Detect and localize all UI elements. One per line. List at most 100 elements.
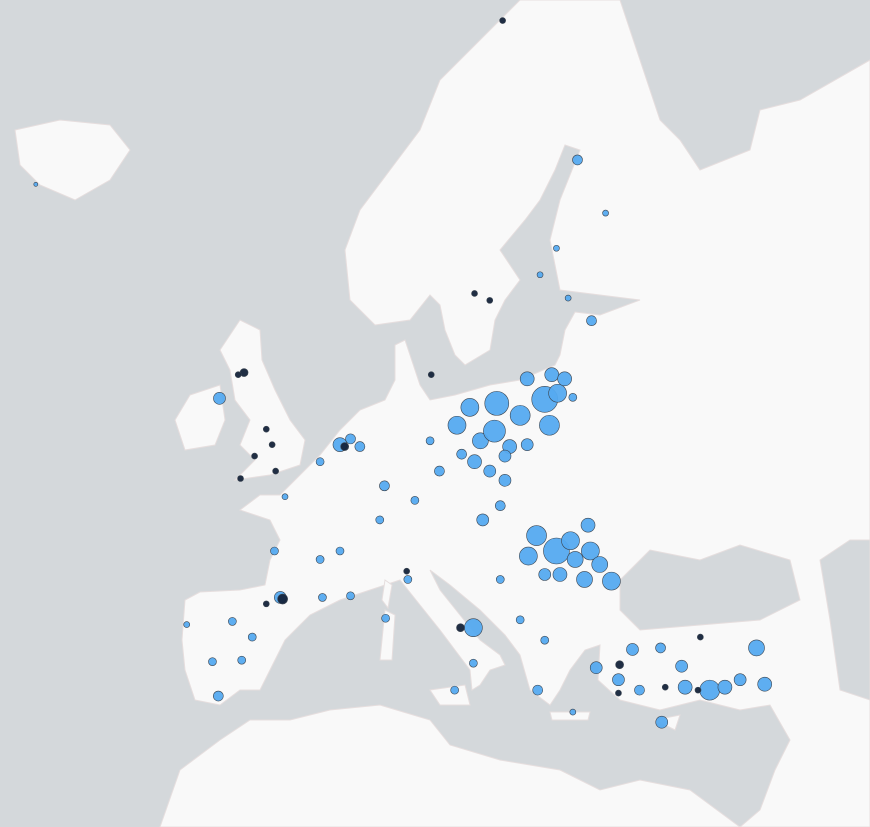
bubble (315, 555, 325, 564)
bubble (612, 673, 625, 687)
bubble (234, 371, 242, 378)
bubble (281, 493, 289, 501)
bubble (427, 371, 435, 378)
bubble (460, 398, 480, 417)
bubble (262, 425, 270, 433)
bubble (602, 571, 621, 591)
bubble (548, 383, 567, 403)
corsica (381, 579, 393, 610)
crete (549, 711, 591, 721)
bubble (581, 541, 600, 561)
bubble (586, 315, 597, 327)
bubble (340, 442, 349, 451)
bubble (675, 659, 688, 673)
bubble (270, 546, 279, 556)
bubble (447, 415, 467, 435)
bubble (576, 571, 593, 588)
bubble (456, 448, 467, 460)
bubble (237, 475, 244, 482)
bubble (566, 551, 584, 568)
bubble (697, 633, 704, 641)
bubble (519, 546, 538, 566)
bubble (602, 209, 609, 217)
bubble (733, 673, 747, 687)
bubble (498, 449, 512, 463)
bubble (379, 480, 390, 492)
bubble (494, 500, 506, 512)
bubble (483, 419, 506, 443)
bubble (469, 658, 478, 668)
bubble (509, 405, 531, 426)
bubble (748, 639, 765, 657)
bubble (476, 513, 490, 527)
bubble (434, 465, 445, 477)
bubble (464, 618, 483, 638)
bubble (318, 593, 327, 602)
bubble (655, 715, 669, 729)
bubble (315, 457, 325, 467)
bubble (268, 441, 276, 448)
bubble (237, 655, 247, 665)
bubble (251, 452, 258, 460)
bubble (381, 613, 390, 623)
bubble (375, 515, 385, 525)
bubble (277, 593, 288, 605)
bubble (717, 679, 733, 695)
black-sea (619, 544, 801, 631)
bubble (580, 517, 596, 533)
bubble (568, 393, 578, 402)
sardinia (379, 609, 396, 661)
bubble (213, 392, 226, 405)
bubble (483, 464, 497, 478)
bubble (33, 182, 39, 187)
bubble (467, 454, 482, 470)
bubble (591, 556, 609, 573)
bubble (626, 643, 639, 656)
bubble (346, 591, 355, 601)
bubble (486, 297, 494, 304)
bubble (540, 635, 550, 645)
bubble (403, 567, 410, 575)
bubble (208, 657, 217, 666)
bubble (757, 676, 773, 692)
great-britain (219, 319, 306, 481)
bubble (472, 432, 489, 450)
bubble (519, 371, 535, 387)
bubble (677, 679, 693, 695)
bubble (498, 474, 512, 487)
bubble (561, 531, 580, 551)
bubble (272, 467, 279, 475)
bubble (471, 290, 478, 297)
iceland (14, 119, 131, 201)
bubble (634, 684, 645, 696)
bubble (425, 436, 435, 446)
bubble (694, 686, 702, 694)
bubble (699, 679, 721, 701)
bubble (520, 438, 534, 451)
bubble (495, 575, 505, 584)
bubble (539, 414, 560, 436)
bubble (456, 623, 465, 633)
ireland (174, 384, 226, 451)
bubble (183, 621, 191, 628)
bubble (615, 689, 622, 697)
africa (159, 704, 741, 827)
bubble (532, 684, 544, 696)
caspian-sea (819, 539, 870, 701)
bubble (557, 371, 572, 387)
bubble (499, 17, 506, 24)
bubble (553, 244, 560, 252)
bubble (655, 642, 666, 654)
bubble (247, 632, 257, 642)
bubble (484, 391, 510, 416)
bubble (572, 154, 583, 166)
bubble-layer (33, 17, 773, 729)
bubble (544, 367, 560, 382)
bubble (262, 600, 270, 608)
bubble (661, 683, 669, 691)
bubble (403, 575, 413, 584)
bubble (213, 690, 224, 702)
bubble (569, 708, 577, 716)
